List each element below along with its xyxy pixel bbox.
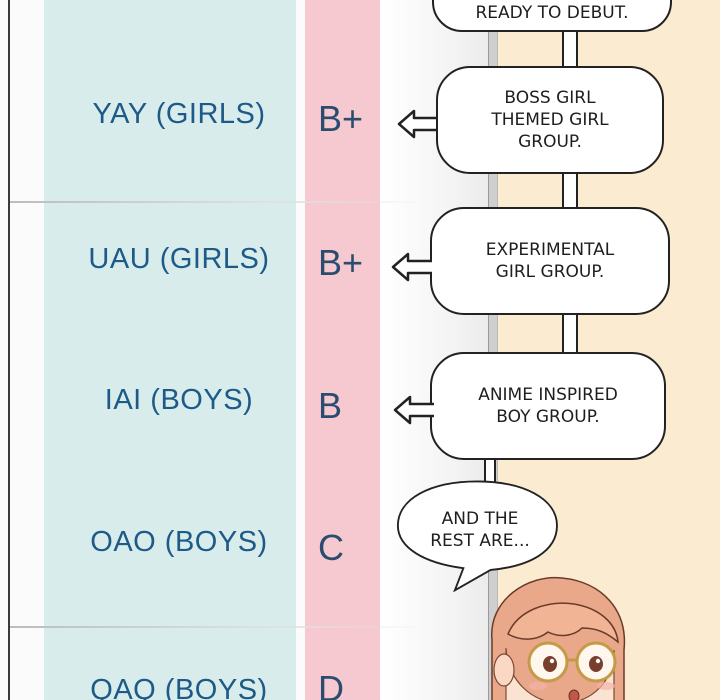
grade-column xyxy=(305,0,380,700)
door-frame xyxy=(488,0,498,700)
arrow-left-icon xyxy=(393,395,434,425)
group-name-qaq: QAQ (BOYS) xyxy=(90,674,268,700)
note-bubble-yay: BOSS GIRL THEMED GIRL GROUP. xyxy=(436,66,664,174)
panel-border xyxy=(8,0,10,700)
group-name-iai: IAI (BOYS) xyxy=(104,384,254,416)
note-text-top: READY TO DEBUT. xyxy=(475,3,629,23)
row-divider xyxy=(10,626,430,628)
grade-uau: B+ xyxy=(318,242,364,283)
speech-bubble xyxy=(396,480,558,592)
group-name-yay: YAY (GIRLS) xyxy=(92,98,266,130)
grade-qaq: D xyxy=(318,668,344,700)
grade-yay: B+ xyxy=(318,98,364,139)
group-name-uau: UAU (GIRLS) xyxy=(88,243,270,275)
arrow-left-icon xyxy=(391,252,432,282)
group-name-oao: OAO (BOYS) xyxy=(90,526,268,558)
group-column xyxy=(44,0,296,700)
bubble-connector xyxy=(562,22,578,72)
bubble-connector xyxy=(562,308,578,358)
note-bubble-top: READY TO DEBUT. xyxy=(432,0,672,32)
grade-oao: C xyxy=(318,527,344,568)
speech-text: AND THE REST ARE... xyxy=(430,509,530,551)
note-bubble-uau: EXPERIMENTAL GIRL GROUP. xyxy=(430,207,670,315)
note-text-iai: ANIME INSPIRED BOY GROUP. xyxy=(478,385,618,427)
note-text-yay: BOSS GIRL THEMED GIRL GROUP. xyxy=(491,88,609,152)
arrow-left-icon xyxy=(397,109,436,139)
note-bubble-iai: ANIME INSPIRED BOY GROUP. xyxy=(430,352,666,460)
row-divider xyxy=(10,201,430,203)
bubble-connector xyxy=(562,165,578,213)
grade-iai: B xyxy=(318,385,343,426)
note-text-uau: EXPERIMENTAL GIRL GROUP. xyxy=(485,240,615,282)
character-illustration xyxy=(491,576,626,700)
